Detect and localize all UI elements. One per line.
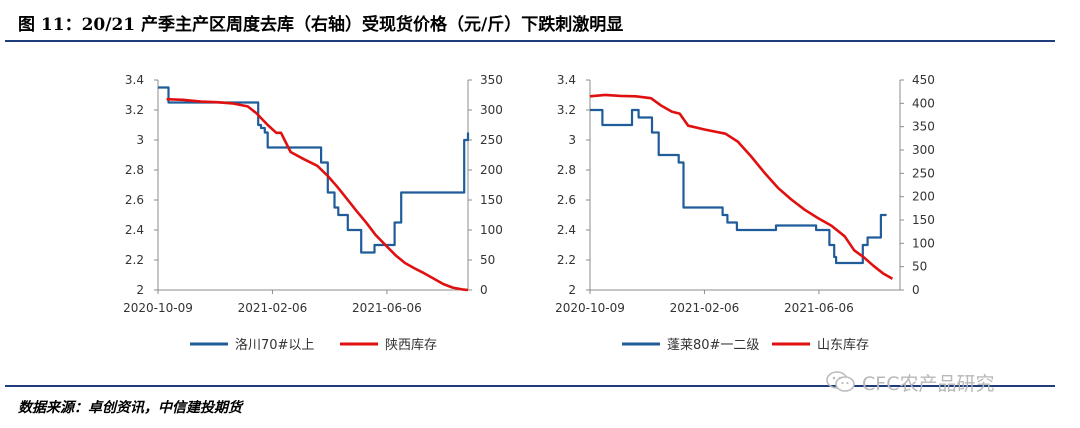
legend-label-1: 蓬莱80#一二级 xyxy=(667,338,759,353)
x-tick-label: 2021-02-06 xyxy=(238,301,308,315)
left-tick-label: 3.2 xyxy=(125,103,144,117)
left-tick-label: 3 xyxy=(136,133,144,147)
right-tick-label: 300 xyxy=(912,143,935,157)
left-tick-label: 2 xyxy=(568,283,576,297)
right-tick-label: 150 xyxy=(912,213,935,227)
chart-luochuan: 2 2.2 2.4 2.6 2.8 3 3.2 3.4 0 50 100 150 200 250 300 35… xyxy=(123,73,503,353)
left-tick-label: 2 xyxy=(136,283,144,297)
source-note: 数据来源：卓创资讯，中信建投期货 xyxy=(18,400,242,416)
left-tick-label: 2.4 xyxy=(125,223,144,237)
bottom-rule xyxy=(5,385,1055,387)
series-line-1 xyxy=(158,86,470,254)
legend-label-2: 山东库存 xyxy=(817,337,869,353)
x-tick-label: 2021-02-06 xyxy=(670,301,740,315)
right-tick-label: 50 xyxy=(912,260,927,274)
left-tick-label: 2.2 xyxy=(557,253,576,267)
left-tick-label: 3.2 xyxy=(557,103,576,117)
left-tick-label: 2.8 xyxy=(125,163,144,177)
right-tick-label: 100 xyxy=(912,236,935,250)
right-tick-label: 450 xyxy=(912,73,935,87)
series-line-2 xyxy=(589,93,894,280)
right-tick-label: 0 xyxy=(480,283,488,297)
figure-title: 图 11：20/21 产季主产区周度去库（右轴）受现货价格（元/斤）下跌刺激明显 xyxy=(18,15,624,35)
wechat-icon xyxy=(826,371,855,392)
top-rule xyxy=(5,40,1055,42)
x-tick-label: 2020-10-09 xyxy=(555,301,625,315)
left-tick-label: 3.4 xyxy=(125,73,144,87)
left-tick-label: 3 xyxy=(568,133,576,147)
right-tick-label: 300 xyxy=(480,103,503,117)
right-tick-label: 0 xyxy=(912,283,920,297)
right-tick-label: 200 xyxy=(912,190,935,204)
right-tick-label: 350 xyxy=(480,73,503,87)
left-tick-label: 3.4 xyxy=(557,73,576,87)
watermark-text: CFC农产品研究 xyxy=(862,372,995,395)
legend-label-1: 洛川70#以上 xyxy=(235,338,314,353)
right-tick-label: 250 xyxy=(912,166,935,180)
x-tick-label: 2021-06-06 xyxy=(784,301,854,315)
left-tick-label: 2.8 xyxy=(557,163,576,177)
x-tick-label: 2020-10-09 xyxy=(123,301,193,315)
right-tick-label: 50 xyxy=(480,253,495,267)
legend-label-2: 陕西库存 xyxy=(385,337,437,353)
left-tick-label: 2.2 xyxy=(125,253,144,267)
right-tick-label: 350 xyxy=(912,120,935,134)
chart-penglai: 2 2.2 2.4 2.6 2.8 3 3.2 3.4 0 50 100 150 200 250 300 35… xyxy=(555,73,935,353)
x-tick-label: 2021-06-06 xyxy=(352,301,422,315)
series-line-2 xyxy=(166,97,469,292)
left-tick-label: 2.6 xyxy=(125,193,144,207)
right-tick-label: 250 xyxy=(480,133,503,147)
right-tick-label: 100 xyxy=(480,223,503,237)
series-line-1 xyxy=(590,108,887,265)
right-tick-label: 200 xyxy=(480,163,503,177)
left-tick-label: 2.4 xyxy=(557,223,576,237)
right-tick-label: 400 xyxy=(912,96,935,110)
right-tick-label: 150 xyxy=(480,193,503,207)
watermark: CFC农产品研究 xyxy=(826,367,1056,397)
left-tick-label: 2.6 xyxy=(557,193,576,207)
